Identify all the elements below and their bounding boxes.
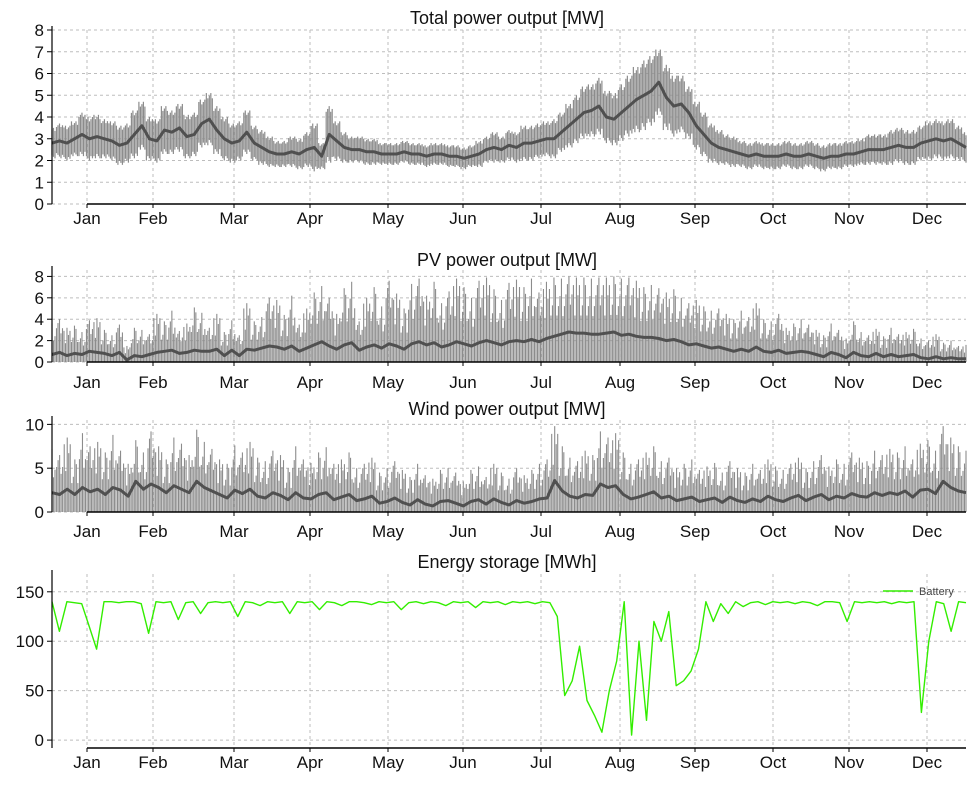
x-tick-label: Apr (297, 209, 324, 228)
x-tick-label: Feb (138, 522, 167, 541)
x-tick-label: Oct (760, 209, 787, 228)
x-tick-label: Mar (219, 753, 249, 772)
x-tick-label: Oct (760, 522, 787, 541)
panel-total-power: Total power output [MW] 0 1 2 3 4 5 6 7 8 Jan Feb M… (35, 8, 967, 228)
x-tick-label: Jan (73, 373, 100, 392)
y-tick-label: 150 (16, 583, 44, 602)
panel-energy-storage: Energy storage [MWh] 0 50 100 150 Jan Feb Mar A… (16, 552, 967, 772)
y-tick-label: 0 (35, 731, 44, 750)
y-tick-label: 5 (35, 86, 44, 105)
x-tick-label: Dec (912, 209, 943, 228)
x-tick-label: May (372, 373, 405, 392)
y-tick-label: 8 (35, 267, 44, 286)
x-tick-label: Sep (680, 522, 710, 541)
chart-title: Energy storage [MWh] (417, 552, 596, 572)
x-tick-label: Apr (297, 753, 324, 772)
x-tick-label: Aug (605, 522, 635, 541)
x-tick-label: Aug (605, 373, 635, 392)
series-line-daily-mean (51, 80, 967, 160)
x-tick-label: Feb (138, 209, 167, 228)
x-tick-label: Jul (530, 522, 552, 541)
x-tick-label: Apr (297, 522, 324, 541)
chart-title: Total power output [MW] (410, 8, 604, 28)
panel-wind-power: Wind power output [MW] 0 5 10 Jan Feb Mar Apr M… (25, 399, 967, 541)
x-tick-label: Sep (680, 373, 710, 392)
x-tick-label: Nov (834, 522, 865, 541)
y-tick-label: 10 (25, 415, 44, 434)
y-tick-label: 50 (25, 682, 44, 701)
x-tick-label: Apr (297, 373, 324, 392)
x-tick-label: Mar (219, 522, 249, 541)
x-tick-label: May (372, 753, 405, 772)
x-tick-label: Feb (138, 373, 167, 392)
y-tick-label: 2 (35, 332, 44, 351)
x-tick-label: Nov (834, 373, 865, 392)
x-tick-label: Mar (219, 209, 249, 228)
x-tick-label: Sep (680, 753, 710, 772)
x-tick-label: Nov (834, 209, 865, 228)
y-tick-label: 7 (35, 43, 44, 62)
x-tick-label: Jan (73, 753, 100, 772)
y-tick-label: 8 (35, 21, 44, 40)
y-tick-label: 1 (35, 173, 44, 192)
x-tick-label: Jan (73, 209, 100, 228)
y-tick-label: 6 (35, 65, 44, 84)
x-tick-label: Oct (760, 753, 787, 772)
chart-title: Wind power output [MW] (408, 399, 605, 419)
y-tick-label: 0 (35, 503, 44, 522)
x-tick-label: Sep (680, 209, 710, 228)
y-tick-label: 3 (35, 130, 44, 149)
y-tick-label: 4 (35, 108, 44, 127)
x-tick-label: Dec (912, 753, 943, 772)
y-tick-label: 4 (35, 310, 44, 329)
panel-pv-power: PV power output [MW] 0 2 4 6 8 Jan Feb Mar Apr Ma… (35, 250, 967, 392)
y-tick-label: 0 (35, 195, 44, 214)
x-tick-label: Jun (449, 753, 476, 772)
x-tick-label: Jun (449, 522, 476, 541)
y-tick-label: 2 (35, 152, 44, 171)
x-tick-label: Dec (912, 373, 943, 392)
y-tick-label: 5 (35, 459, 44, 478)
x-tick-label: Jul (530, 373, 552, 392)
x-tick-label: Jul (530, 753, 552, 772)
x-tick-label: Nov (834, 753, 865, 772)
x-tick-label: May (372, 522, 405, 541)
x-tick-label: Jul (530, 209, 552, 228)
x-tick-label: Jun (449, 373, 476, 392)
chart-title: PV power output [MW] (417, 250, 597, 270)
series-line-daily-mean (51, 330, 966, 362)
y-tick-label: 100 (16, 632, 44, 651)
x-tick-label: Feb (138, 753, 167, 772)
y-tick-label: 0 (35, 353, 44, 372)
series-line-daily-mean (51, 479, 967, 508)
x-tick-label: Aug (605, 209, 635, 228)
x-tick-label: Mar (219, 373, 249, 392)
legend-label: Battery (919, 586, 954, 598)
x-tick-label: Oct (760, 373, 787, 392)
x-tick-label: Jan (73, 522, 100, 541)
x-tick-label: Dec (912, 522, 943, 541)
legend: Battery (883, 586, 954, 598)
y-tick-label: 6 (35, 289, 44, 308)
x-tick-label: May (372, 209, 405, 228)
x-tick-label: Aug (605, 753, 635, 772)
x-tick-label: Jun (449, 209, 476, 228)
series-line-battery (51, 601, 967, 736)
